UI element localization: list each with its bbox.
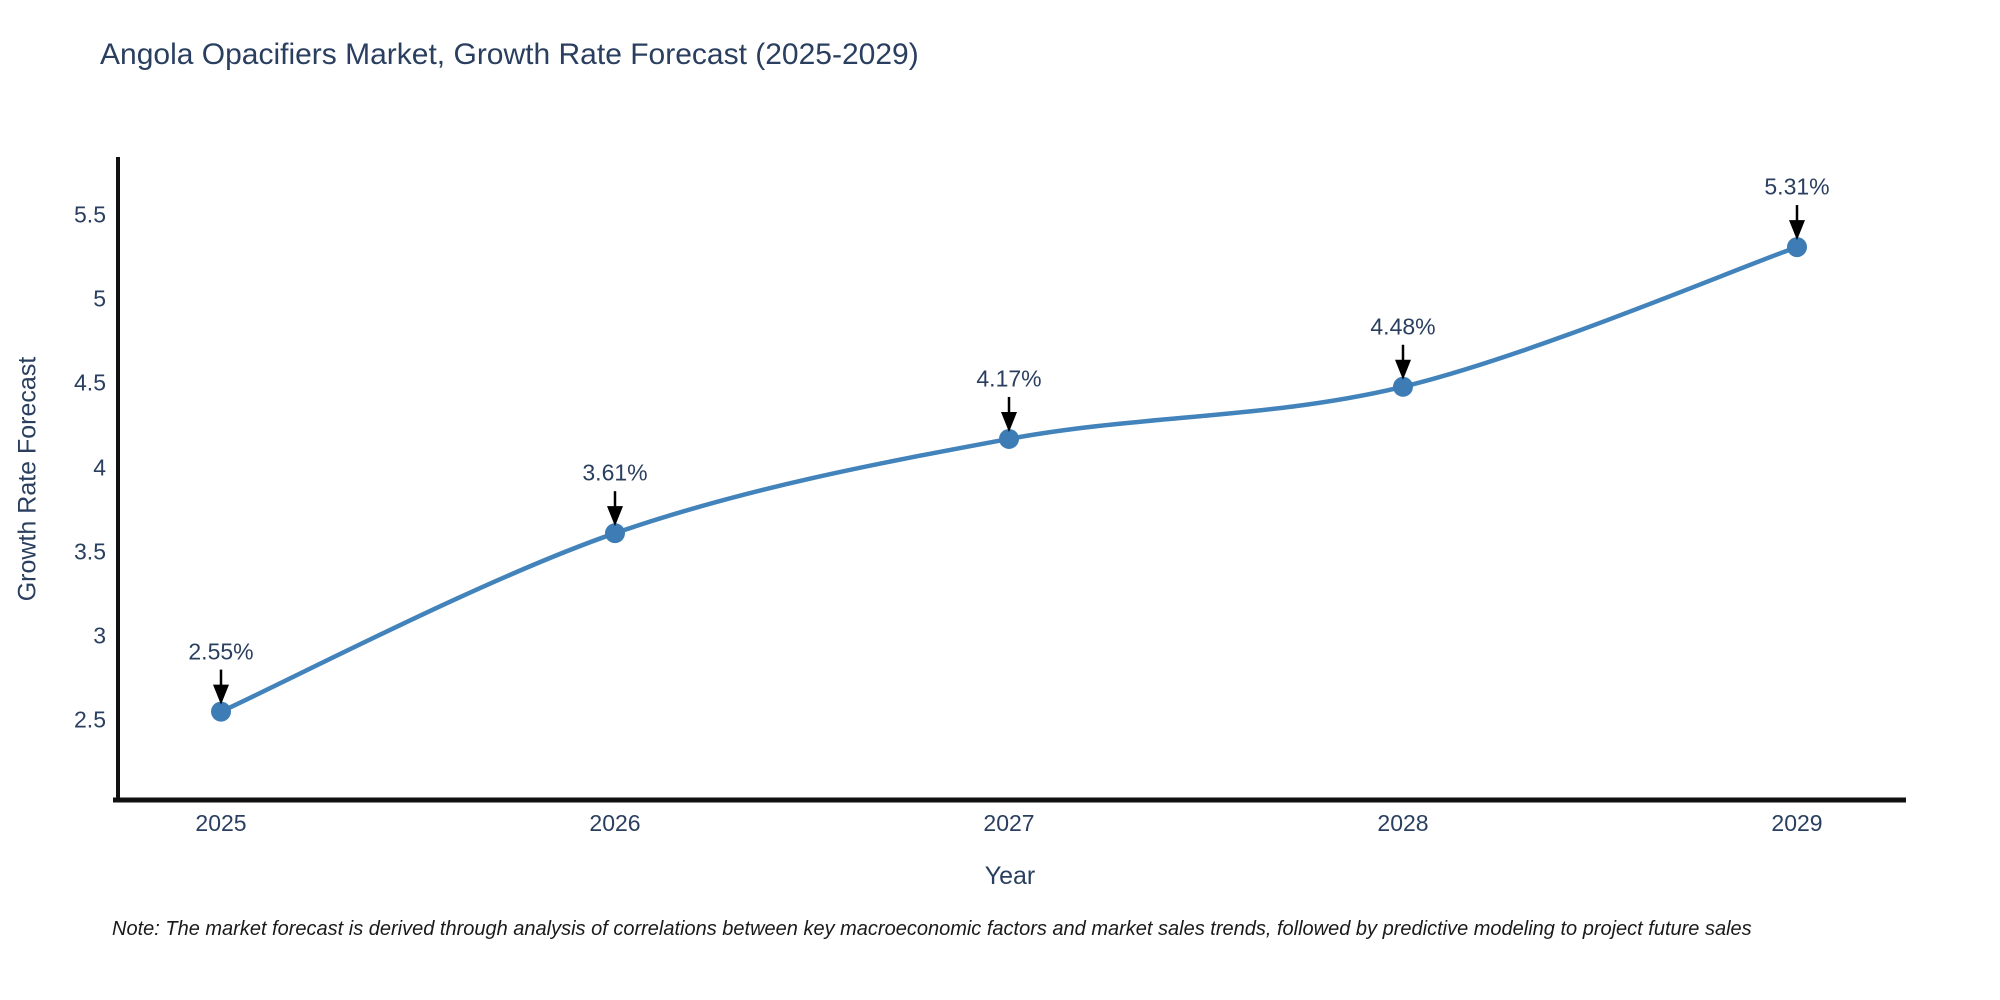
y-tick-label: 3.5 <box>74 538 106 565</box>
point-annotation-label: 4.48% <box>1370 313 1436 340</box>
point-annotation-label: 2.55% <box>188 638 254 665</box>
data-point-marker[interactable] <box>605 523 625 544</box>
x-tick-label: 2025 <box>195 810 247 836</box>
point-annotation-label: 5.31% <box>1764 173 1830 200</box>
data-point-marker[interactable] <box>1787 237 1807 258</box>
point-annotation-label: 3.61% <box>582 459 648 486</box>
data-point-marker[interactable] <box>999 428 1019 449</box>
footnote: Note: The market forecast is derived thr… <box>112 918 1752 940</box>
point-annotation-label: 4.17% <box>976 365 1042 392</box>
x-tick-label: 2026 <box>589 810 641 836</box>
x-tick-label: 2029 <box>1771 810 1823 836</box>
x-tick-label: 2027 <box>983 810 1035 836</box>
y-tick-label: 5 <box>93 285 106 312</box>
y-axis-title: Growth Rate Forecast <box>13 356 42 602</box>
y-tick-label: 3 <box>93 622 106 649</box>
annotation-arrow-head <box>1001 411 1017 432</box>
data-point-marker[interactable] <box>1393 376 1413 397</box>
y-tick-label: 4 <box>93 454 106 481</box>
y-tick-label: 4.5 <box>74 369 106 396</box>
forecast-line <box>220 244 1798 714</box>
x-tick-label: 2028 <box>1377 810 1429 836</box>
y-tick-label: 5.5 <box>74 201 106 228</box>
x-axis-title: Year <box>984 862 1036 890</box>
annotation-arrow-head <box>1395 359 1411 380</box>
chart-title: Angola Opacifiers Market, Growth Rate Fo… <box>100 38 919 71</box>
data-point-marker[interactable] <box>211 701 231 722</box>
annotation-arrow-head <box>213 684 229 705</box>
annotation-arrow-head <box>607 506 623 527</box>
y-tick-label: 2.5 <box>74 706 106 733</box>
annotation-arrow-head <box>1789 220 1805 241</box>
